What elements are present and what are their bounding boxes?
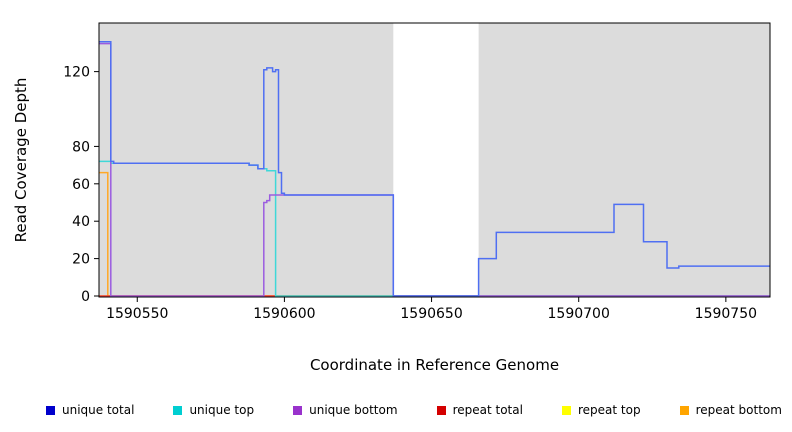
y-tick-label: 0 [81,289,90,305]
legend: unique total unique top unique bottom repea… [46,399,782,421]
legend-label: unique total [62,403,135,417]
x-tick-label: 1590550 [106,306,168,322]
x-tick-label: 1590600 [253,306,315,322]
legend-item-unique-total: unique total [46,403,134,417]
x-tick-label: 1590700 [548,306,610,322]
y-tick-label: 40 [72,214,90,230]
legend-swatch-icon [436,405,446,415]
legend-swatch-icon [173,405,183,415]
legend-item-unique-bottom: unique bottom [293,403,398,417]
legend-label: repeat top [577,403,641,417]
x-tick-label: 1590750 [695,306,757,322]
y-tick-label: 60 [72,177,90,193]
legend-swatch-icon [46,405,55,415]
legend-label: repeat total [452,403,523,417]
x-tick-label: 1590650 [400,306,462,322]
legend-label: unique bottom [309,403,398,417]
y-tick-label: 120 [63,65,90,81]
series-line-unique-total [99,40,770,297]
legend-item-repeat-bottom: repeat bottom [679,403,782,417]
legend-item-unique-top: unique top [173,403,254,417]
legend-swatch-icon [561,405,571,415]
y-tick-label: 20 [72,252,90,268]
legend-label: repeat bottom [695,403,782,417]
legend-item-repeat-total: repeat total [436,403,523,417]
legend-swatch-icon [679,405,689,415]
y-tick-label: 80 [72,139,90,155]
legend-swatch-icon [293,405,303,415]
x-axis-title: Coordinate in Reference Genome [309,356,560,374]
legend-item-repeat-top: repeat top [561,403,641,417]
shaded-region [478,23,770,297]
shaded-region [99,23,394,297]
y-axis-title: Read Coverage Depth [12,77,30,243]
plot-border [98,22,771,298]
legend-label: unique top [189,403,255,417]
